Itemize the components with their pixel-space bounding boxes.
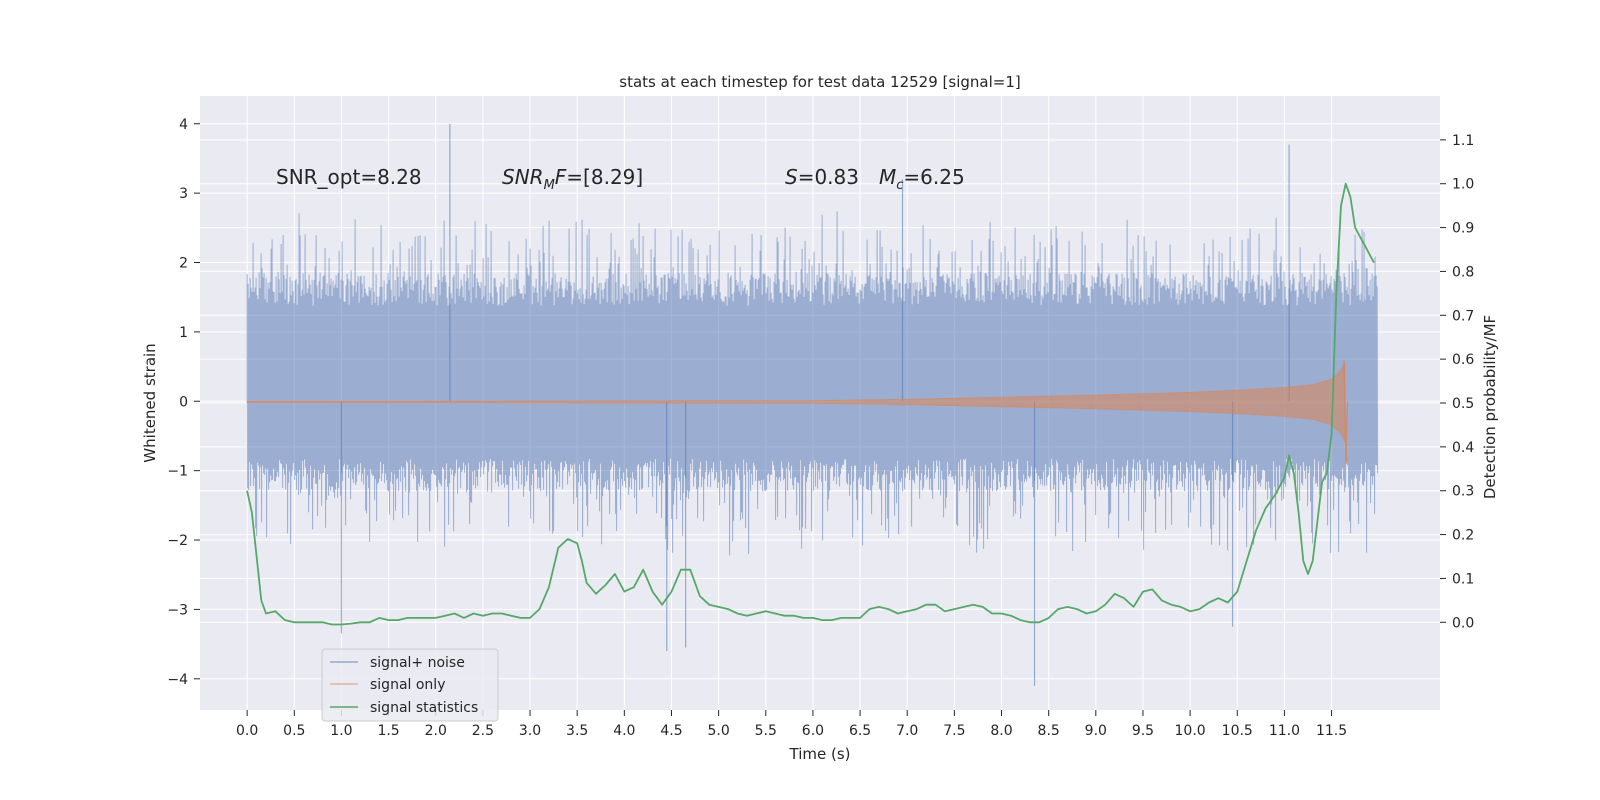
mc-subscript: c xyxy=(896,178,903,193)
y-tick-label: 4 xyxy=(179,117,188,133)
y2-tick-label: 0.1 xyxy=(1452,571,1474,587)
mc-annotation: Mc=6.25 xyxy=(879,165,965,193)
x-tick-label: 0.0 xyxy=(236,723,258,739)
x-tick-label: 1.0 xyxy=(330,723,352,739)
x-tick-label: 3.5 xyxy=(566,723,588,739)
y-tick-label: 0 xyxy=(179,394,188,410)
x-tick-label: 11.5 xyxy=(1316,723,1347,739)
legend-label-signal-noise: signal+ noise xyxy=(370,655,465,671)
y2-tick-label: 0.2 xyxy=(1452,528,1474,544)
series-signal-noise-trace xyxy=(246,211,1379,556)
x-tick-label: 0.5 xyxy=(283,723,305,739)
snr-mf-f: F xyxy=(555,165,567,189)
snr-opt-annotation: SNR_opt=8.28 xyxy=(276,165,422,189)
y2-axis-title: Detection probability/MF xyxy=(1481,315,1499,499)
x-tick-label: 9.0 xyxy=(1085,723,1107,739)
y2-tick-label: 1.1 xyxy=(1452,133,1474,149)
y2-tick-label: 0.0 xyxy=(1452,615,1474,631)
x-tick-label: 8.5 xyxy=(1038,723,1060,739)
y2-tick-label: 0.6 xyxy=(1452,352,1474,368)
x-tick-label: 6.5 xyxy=(849,723,871,739)
y-tick-label: −3 xyxy=(167,602,188,618)
y2-tick-label: 1.0 xyxy=(1452,177,1474,193)
x-tick-label: 9.5 xyxy=(1132,723,1154,739)
x-axis-title: Time (s) xyxy=(789,745,851,763)
x-tick-label: 5.5 xyxy=(755,723,777,739)
snr-mf-annotation: SNRMF=[8.29] xyxy=(502,165,643,193)
series-layer xyxy=(246,123,1379,686)
x-tick-label: 6.0 xyxy=(802,723,824,739)
y2-tick-label: 0.5 xyxy=(1452,396,1474,412)
y-tick-label: 2 xyxy=(179,256,188,272)
y-tick-label: 1 xyxy=(179,325,188,341)
x-tick-label: 2.5 xyxy=(472,723,494,739)
x-tick-label: 1.5 xyxy=(377,723,399,739)
y-tick-label: −4 xyxy=(167,672,188,688)
y2-tick-label: 0.9 xyxy=(1452,221,1474,237)
y2-tick-label: 0.7 xyxy=(1452,308,1474,324)
s-annotation: S=0.83 xyxy=(785,165,859,189)
x-tick-label: 10.5 xyxy=(1222,723,1253,739)
legend-box xyxy=(321,648,499,722)
y2-tick-label: 0.3 xyxy=(1452,484,1474,500)
x-tick-label: 4.5 xyxy=(660,723,682,739)
legend: signal+ noise signal only signal statist… xyxy=(321,648,499,722)
snr-mf-symbol: SNR xyxy=(502,165,544,189)
legend-label-signal-only: signal only xyxy=(370,677,445,693)
y2-tick-label: 0.8 xyxy=(1452,264,1474,280)
y2-tick-label: 0.4 xyxy=(1452,440,1474,456)
x-tick-label: 7.0 xyxy=(896,723,918,739)
x-tick-label: 7.5 xyxy=(943,723,965,739)
series-signal-only-ringdown xyxy=(1344,401,1349,464)
legend-label-signal-statistics: signal statistics xyxy=(370,700,478,716)
series-signal-statistics-line xyxy=(246,182,1375,626)
snr-mf-subscript: M xyxy=(544,178,555,193)
x-tick-label: 4.0 xyxy=(613,723,635,739)
x-tick-label: 5.0 xyxy=(707,723,729,739)
chart-title: stats at each timestep for test data 125… xyxy=(619,73,1020,91)
mc-symbol: M xyxy=(879,165,896,189)
y-tick-label: 3 xyxy=(179,186,188,202)
s-value: =0.83 xyxy=(798,165,859,189)
x-tick-label: 10.0 xyxy=(1175,723,1206,739)
y-tick-label: −2 xyxy=(167,533,188,549)
s-symbol: S xyxy=(785,165,798,189)
x-tick-label: 3.0 xyxy=(519,723,541,739)
series-signal-only-envelope xyxy=(246,361,1346,443)
mc-value: =6.25 xyxy=(903,165,964,189)
axes: 0.0 0.5 1.0 1.5 2.0 2.5 3.0 3.5 4.0 4.5 5.0 5.5 6.0 6… xyxy=(167,117,1474,739)
y-axis-title: Whitened strain xyxy=(141,343,159,462)
snr-mf-value: =[8.29] xyxy=(566,165,643,189)
x-tick-label: 2.0 xyxy=(425,723,447,739)
x-tick-label: 11.0 xyxy=(1269,723,1300,739)
y-tick-label: −1 xyxy=(167,464,188,480)
x-tick-label: 8.0 xyxy=(990,723,1012,739)
